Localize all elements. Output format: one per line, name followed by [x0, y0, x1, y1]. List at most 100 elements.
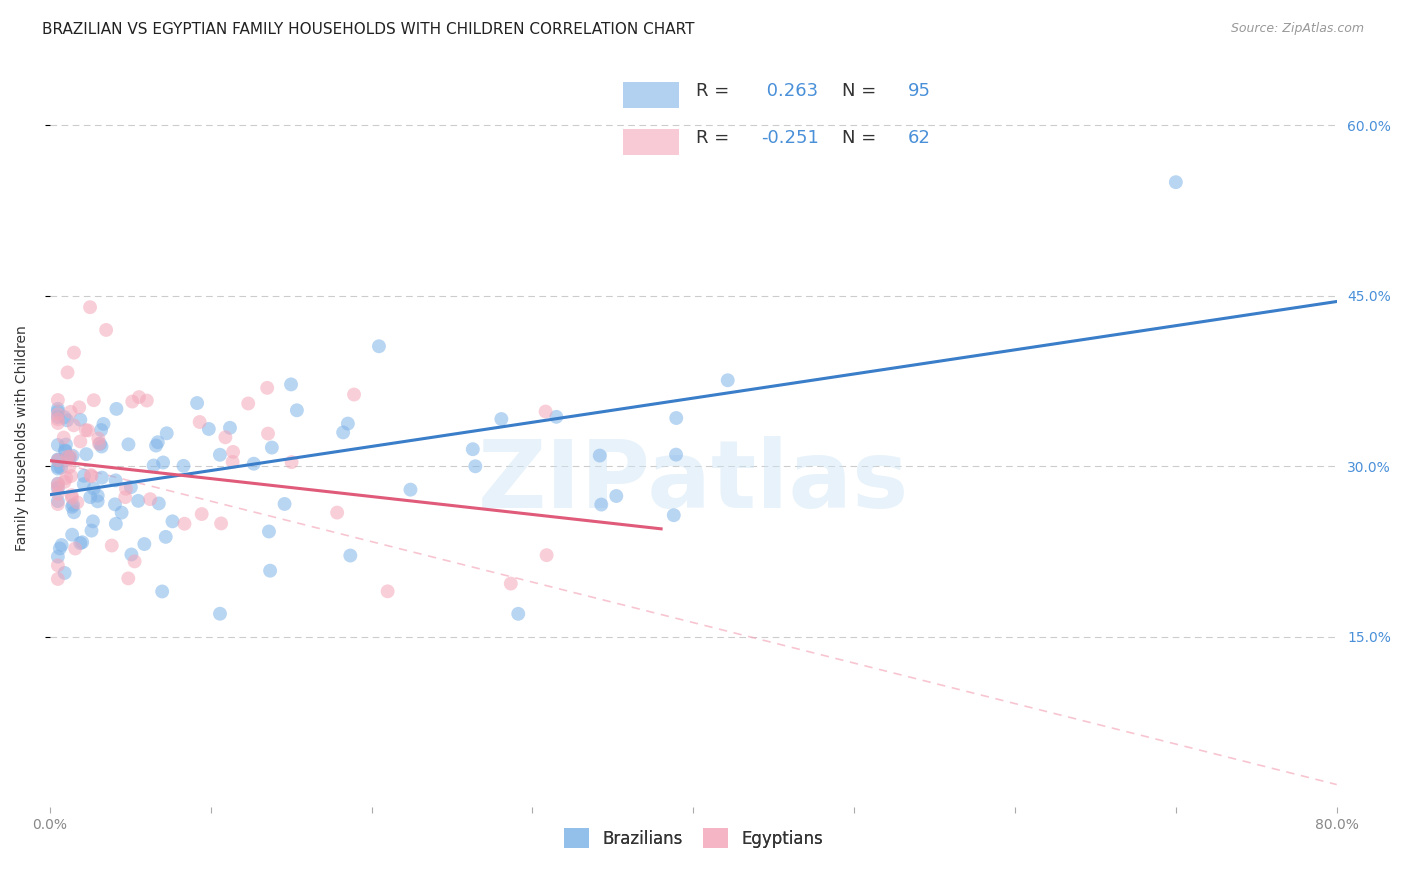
FancyBboxPatch shape	[623, 82, 679, 108]
Point	[69, 536, 91, 550]
Point	[60, 491, 83, 505]
Point	[188, 415, 211, 429]
Point	[142, 458, 165, 473]
Point	[80, 468, 103, 483]
Text: 62: 62	[908, 129, 931, 147]
Point	[117, 437, 139, 451]
Point	[257, 426, 280, 441]
Point	[377, 584, 399, 599]
Point	[127, 493, 149, 508]
Point	[46, 401, 69, 416]
Text: R =: R =	[696, 82, 735, 100]
Point	[198, 422, 221, 436]
Point	[77, 424, 100, 438]
Point	[87, 432, 110, 446]
Point	[70, 535, 93, 549]
Point	[110, 506, 132, 520]
Point	[589, 449, 612, 463]
Point	[55, 437, 77, 451]
Point	[63, 505, 86, 519]
Text: R =: R =	[696, 129, 735, 147]
Point	[51, 538, 73, 552]
Legend: Brazilians, Egyptians: Brazilians, Egyptians	[557, 822, 830, 855]
Point	[145, 439, 167, 453]
Point	[343, 387, 366, 401]
Point	[46, 453, 69, 467]
Point	[82, 514, 104, 528]
Point	[285, 403, 308, 417]
Point	[280, 377, 302, 392]
Point	[46, 409, 69, 424]
Point	[499, 576, 522, 591]
Text: Source: ZipAtlas.com: Source: ZipAtlas.com	[1230, 22, 1364, 36]
Point	[46, 453, 69, 467]
Point	[69, 434, 91, 449]
Point	[121, 394, 143, 409]
Point	[1164, 175, 1187, 189]
Point	[46, 497, 69, 511]
Point	[662, 508, 685, 523]
Text: N =: N =	[842, 82, 882, 100]
Point	[208, 607, 231, 621]
Point	[336, 417, 359, 431]
Point	[146, 435, 169, 450]
FancyBboxPatch shape	[623, 129, 679, 155]
Point	[105, 401, 128, 416]
Point	[508, 607, 530, 621]
Point	[214, 430, 236, 444]
Point	[155, 530, 177, 544]
Point	[67, 401, 90, 415]
Point	[87, 437, 110, 451]
Point	[75, 447, 97, 461]
Point	[49, 541, 72, 556]
Text: ZIPatlas: ZIPatlas	[478, 436, 908, 528]
Point	[89, 437, 111, 451]
Point	[104, 516, 127, 531]
Point	[86, 489, 108, 503]
Point	[90, 440, 112, 454]
Point	[46, 452, 69, 467]
Point	[58, 459, 80, 474]
Point	[46, 477, 69, 491]
Point	[56, 413, 79, 427]
Point	[46, 461, 69, 475]
Point	[209, 516, 232, 531]
Point	[53, 443, 76, 458]
Point	[62, 498, 84, 512]
Point	[46, 438, 69, 452]
Point	[120, 480, 142, 494]
Point	[93, 417, 115, 431]
Point	[75, 423, 97, 437]
Point	[148, 496, 170, 510]
Point	[152, 455, 174, 469]
Point	[162, 514, 184, 528]
Point	[259, 564, 281, 578]
Text: N =: N =	[842, 129, 882, 147]
Point	[80, 524, 103, 538]
Point	[90, 470, 112, 484]
Point	[46, 558, 69, 573]
Text: 0.263: 0.263	[762, 82, 818, 100]
Point	[80, 469, 103, 483]
Point	[46, 404, 69, 418]
Point	[49, 460, 72, 475]
Point	[46, 494, 69, 508]
Point	[238, 396, 260, 410]
Point	[46, 412, 69, 426]
Point	[464, 459, 486, 474]
Point	[115, 482, 138, 496]
Point	[79, 300, 101, 314]
Point	[52, 431, 75, 445]
Point	[256, 381, 278, 395]
Point	[60, 488, 83, 502]
Point	[139, 492, 162, 507]
Point	[280, 455, 302, 469]
Point	[56, 450, 79, 464]
Point	[59, 450, 82, 464]
Point	[73, 468, 96, 483]
Point	[534, 404, 557, 418]
Point	[56, 365, 79, 379]
Point	[399, 483, 422, 497]
Point	[58, 450, 80, 465]
Point	[79, 490, 101, 504]
